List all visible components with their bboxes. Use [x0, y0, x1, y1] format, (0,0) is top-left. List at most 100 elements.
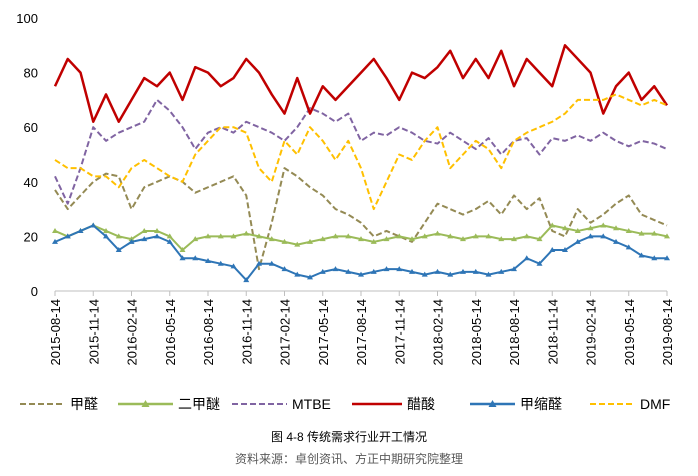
x-tick-label: 2016-08-14	[201, 299, 216, 366]
series-marker	[166, 238, 173, 244]
series-marker	[307, 274, 313, 280]
series-marker	[345, 268, 352, 274]
series-marker	[485, 271, 492, 277]
series-marker	[396, 233, 403, 239]
series-marker	[281, 238, 288, 244]
series-marker	[651, 255, 658, 261]
series-marker	[281, 266, 288, 272]
series-marker	[498, 236, 505, 242]
x-tick-label: 2019-08-14	[660, 299, 675, 366]
x-tick-label: 2017-11-14	[392, 299, 407, 365]
series-marker	[370, 268, 377, 274]
series-marker	[472, 268, 479, 274]
series-marker	[574, 227, 581, 233]
series-marker	[141, 236, 148, 242]
series-marker	[472, 233, 479, 239]
series-marker	[460, 268, 466, 274]
legend-label: 甲缩醛	[520, 396, 562, 412]
y-tick-label: 80	[24, 66, 38, 81]
series-marker	[434, 268, 441, 274]
series-marker	[409, 236, 415, 242]
series-marker	[307, 238, 313, 244]
series-marker	[230, 263, 237, 269]
y-tick-label: 20	[24, 229, 38, 244]
series-marker	[319, 236, 326, 242]
series-marker	[319, 268, 326, 274]
series-marker	[562, 225, 568, 231]
series-marker	[574, 238, 581, 244]
series-marker	[217, 260, 224, 266]
series-marker	[587, 225, 594, 231]
series-marker	[651, 230, 658, 236]
x-tick-label: 2016-11-14	[239, 299, 254, 365]
series-marker	[294, 241, 301, 247]
series-marker	[638, 230, 645, 236]
y-tick-label: 40	[24, 175, 38, 190]
series-marker	[600, 222, 607, 228]
legend-marker	[488, 400, 497, 407]
x-tick-label: 2016-05-14	[163, 299, 178, 366]
source: 资料来源：卓创资讯、方正中期研究院整理	[235, 451, 463, 466]
series-marker	[536, 260, 543, 266]
series-line	[54, 167, 668, 271]
series-marker	[613, 225, 619, 231]
series-marker	[332, 233, 339, 239]
legend-label: DMF	[640, 396, 670, 412]
series-marker	[115, 247, 122, 253]
x-tick-label: 2018-08-14	[507, 299, 522, 366]
series-marker	[128, 238, 135, 244]
series-marker	[90, 222, 97, 228]
series-marker	[52, 238, 58, 244]
y-tick-label: 100	[16, 11, 38, 26]
x-tick-label: 2016-02-14	[125, 299, 140, 366]
series-marker	[179, 247, 186, 253]
series-marker	[141, 227, 148, 233]
series-marker	[52, 227, 58, 233]
series-marker	[396, 266, 403, 272]
series-marker	[345, 233, 352, 239]
series-marker	[447, 233, 454, 239]
series-marker	[460, 236, 466, 242]
series-marker	[154, 233, 160, 239]
y-tick-label: 60	[24, 120, 38, 135]
series-marker	[77, 227, 84, 233]
series-marker	[613, 238, 619, 244]
x-tick-label: 2019-02-14	[584, 299, 599, 366]
series-marker	[549, 247, 556, 253]
series-marker	[268, 236, 275, 242]
x-tick-label: 2019-05-14	[622, 299, 637, 366]
legend-marker	[141, 400, 150, 407]
series-marker	[370, 238, 377, 244]
series-marker	[243, 230, 250, 236]
x-tick-label: 2015-08-14	[48, 299, 63, 366]
series-marker	[625, 244, 632, 250]
series-marker	[179, 255, 186, 261]
series-marker	[523, 233, 530, 239]
series-marker	[205, 257, 211, 263]
legend-label: 甲醛	[70, 396, 98, 412]
series-line	[54, 93, 668, 211]
series-marker	[115, 233, 122, 239]
y-tick-label: 0	[31, 284, 38, 299]
series-marker	[128, 236, 135, 242]
legend-label: 二甲醚	[178, 396, 220, 412]
series-line	[54, 98, 668, 205]
x-tick-label: 2018-02-14	[431, 299, 446, 366]
series-marker	[421, 233, 428, 239]
series-marker	[154, 227, 160, 233]
series-marker	[383, 236, 390, 242]
series-marker	[587, 233, 594, 239]
series-marker	[205, 233, 211, 239]
series-marker	[409, 268, 415, 274]
x-tick-label: 2017-05-14	[316, 299, 331, 366]
series-marker	[625, 227, 632, 233]
series-marker	[536, 236, 543, 242]
series-marker	[166, 233, 173, 239]
legend-label: MTBE	[292, 396, 331, 412]
series-line	[53, 44, 669, 123]
series-marker	[664, 255, 670, 261]
series-marker	[294, 271, 301, 277]
series-marker	[664, 233, 670, 239]
series-marker	[485, 233, 492, 239]
